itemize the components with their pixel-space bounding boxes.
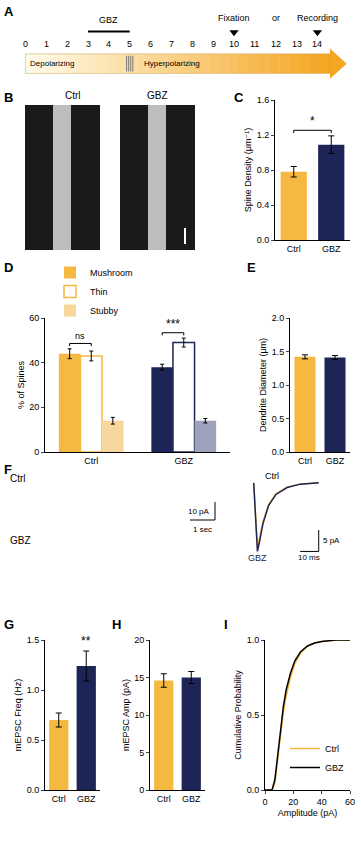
svg-text:1.2: 1.2: [257, 130, 270, 140]
svg-text:Spine Density (μm⁻¹): Spine Density (μm⁻¹): [243, 128, 253, 212]
svg-text:9: 9: [211, 39, 216, 49]
svg-text:Fixation: Fixation: [218, 13, 250, 23]
svg-text:2.0: 2.0: [272, 313, 285, 323]
svg-text:1.0: 1.0: [27, 685, 40, 695]
svg-text:Cumulative Probability: Cumulative Probability: [233, 670, 243, 760]
svg-text:5 pA: 5 pA: [323, 536, 340, 545]
svg-text:5: 5: [127, 39, 132, 49]
svg-text:D: D: [4, 260, 13, 275]
svg-text:0: 0: [139, 785, 144, 795]
svg-text:8: 8: [190, 39, 195, 49]
svg-text:A: A: [4, 4, 14, 19]
svg-text:GBZ: GBZ: [10, 535, 31, 546]
svg-text:Ctrl: Ctrl: [65, 90, 81, 101]
svg-text:0.5: 0.5: [27, 735, 40, 745]
svg-text:G: G: [4, 617, 14, 632]
svg-text:1.0: 1.0: [247, 635, 260, 645]
svg-text:4: 4: [106, 39, 111, 49]
svg-text:C: C: [234, 90, 244, 105]
svg-text:0.0: 0.0: [27, 785, 40, 795]
svg-text:0.4: 0.4: [257, 200, 270, 210]
svg-text:Amplitude (pA): Amplitude (pA): [278, 808, 338, 818]
svg-text:1.5: 1.5: [27, 635, 40, 645]
svg-text:Dendrite Diameter (μm): Dendrite Diameter (μm): [258, 338, 268, 432]
svg-text:Ctrl: Ctrl: [52, 794, 66, 804]
svg-text:13: 13: [292, 39, 302, 49]
svg-text:14: 14: [312, 39, 322, 49]
svg-text:0.0: 0.0: [247, 785, 260, 795]
svg-text:Stubby: Stubby: [90, 306, 119, 316]
svg-text:H: H: [112, 617, 121, 632]
svg-text:Mushroom: Mushroom: [90, 268, 133, 278]
svg-text:20: 20: [134, 635, 144, 645]
svg-text:0: 0: [262, 797, 267, 807]
svg-text:GBZ: GBZ: [325, 763, 344, 773]
svg-text:or: or: [272, 13, 280, 23]
svg-text:1.6: 1.6: [257, 95, 270, 105]
svg-text:ns: ns: [75, 331, 85, 341]
svg-text:1: 1: [44, 39, 49, 49]
svg-text:10 ms: 10 ms: [298, 553, 320, 562]
svg-text:3: 3: [86, 39, 91, 49]
svg-text:GBZ: GBZ: [147, 90, 168, 101]
svg-text:**: **: [81, 634, 91, 648]
svg-text:1.5: 1.5: [272, 347, 285, 357]
svg-text:0: 0: [34, 447, 39, 457]
svg-text:2: 2: [65, 39, 70, 49]
svg-text:1.0: 1.0: [272, 380, 285, 390]
svg-text:GBZ: GBZ: [77, 794, 96, 804]
svg-text:GBZ: GBZ: [326, 456, 345, 466]
svg-text:10: 10: [229, 39, 239, 49]
svg-text:Ctrl: Ctrl: [298, 456, 312, 466]
svg-text:6: 6: [148, 39, 153, 49]
svg-text:60: 60: [345, 797, 355, 807]
svg-text:GBZ: GBZ: [99, 15, 118, 25]
svg-text:Ctrl: Ctrl: [265, 471, 279, 481]
svg-text:Ctrl: Ctrl: [157, 794, 171, 804]
svg-text:B: B: [4, 90, 13, 105]
svg-text:60: 60: [29, 313, 39, 323]
svg-text:10 pA: 10 pA: [188, 507, 210, 516]
svg-text:Ctrl: Ctrl: [287, 244, 301, 254]
svg-text:0.8: 0.8: [257, 165, 270, 175]
svg-text:GBZ: GBZ: [174, 456, 193, 466]
svg-text:7: 7: [169, 39, 174, 49]
svg-text:5: 5: [139, 748, 144, 758]
svg-text:1 sec: 1 sec: [193, 525, 212, 534]
svg-text:20: 20: [288, 797, 298, 807]
svg-text:0.0: 0.0: [257, 235, 270, 245]
svg-text:0.0: 0.0: [272, 447, 285, 457]
svg-text:***: ***: [166, 317, 180, 331]
svg-text:20: 20: [29, 402, 39, 412]
svg-text:*: *: [310, 114, 315, 128]
svg-text:12: 12: [271, 39, 281, 49]
svg-text:40: 40: [29, 358, 39, 368]
svg-text:GBZ: GBZ: [248, 553, 267, 563]
svg-text:Ctrl: Ctrl: [84, 456, 98, 466]
svg-text:Ctrl: Ctrl: [325, 744, 339, 754]
svg-text:11: 11: [250, 39, 259, 49]
svg-text:GBZ: GBZ: [182, 794, 201, 804]
svg-text:15: 15: [134, 673, 144, 683]
svg-text:GBZ: GBZ: [322, 244, 341, 254]
svg-text:mEPSC Amp (pA): mEPSC Amp (pA): [121, 679, 131, 751]
svg-text:Recording: Recording: [297, 13, 338, 23]
svg-text:Thin: Thin: [90, 287, 108, 297]
svg-text:Ctrl: Ctrl: [10, 473, 26, 484]
svg-text:F: F: [4, 462, 12, 477]
svg-text:0.5: 0.5: [272, 414, 285, 424]
svg-text:I: I: [224, 617, 228, 632]
svg-text:0.5: 0.5: [247, 710, 260, 720]
svg-text:40: 40: [317, 797, 327, 807]
svg-text:Hyperpolarizing: Hyperpolarizing: [144, 59, 200, 68]
svg-text:E: E: [247, 260, 256, 275]
svg-text:Depolarizing: Depolarizing: [30, 59, 74, 68]
svg-text:10: 10: [134, 710, 144, 720]
svg-text:0: 0: [23, 39, 28, 49]
svg-text:mEPSC Freq (Hz): mEPSC Freq (Hz): [13, 679, 23, 752]
svg-text:% of Spines: % of Spines: [16, 360, 26, 409]
